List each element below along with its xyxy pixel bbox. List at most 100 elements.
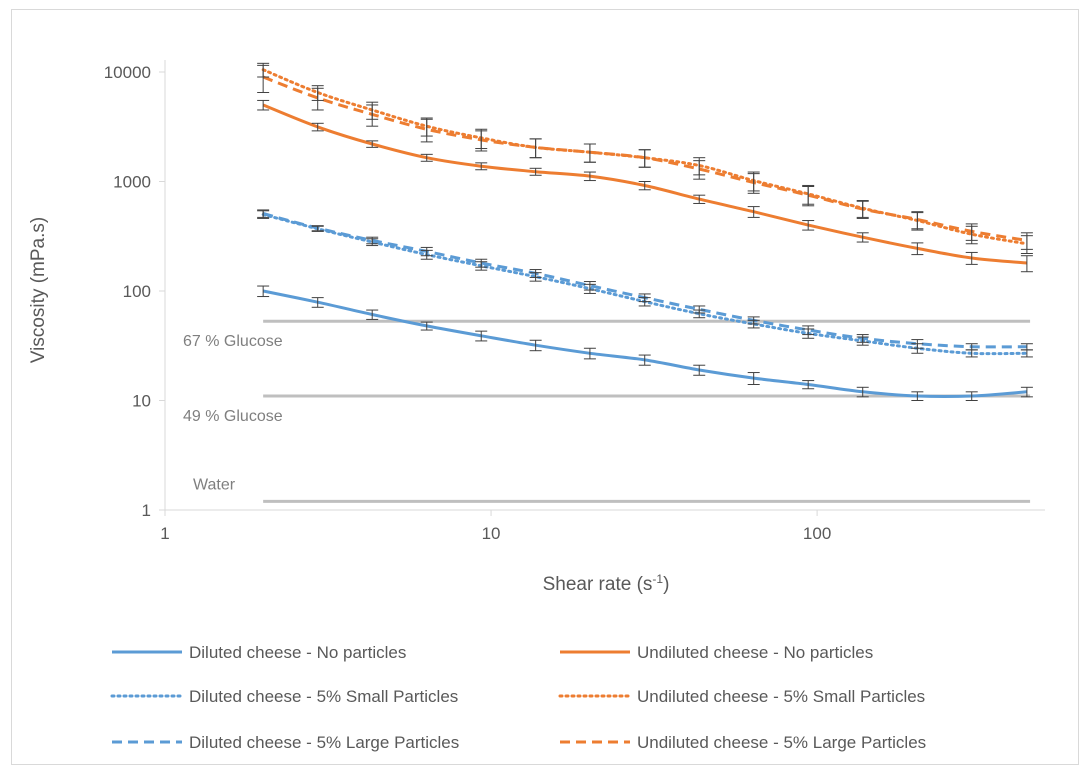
y-tick-label: 10 — [132, 392, 151, 411]
plot-area: 67 % Glucose 49 % Glucose Water — [164, 60, 1045, 511]
error-bar — [693, 160, 706, 180]
error-bar — [856, 200, 869, 219]
legend-item: Diluted cheese - 5% Large Particles — [112, 733, 459, 752]
error-bar — [257, 99, 270, 111]
legend-label: Undiluted cheese - 5% Small Particles — [637, 687, 925, 706]
chart-frame — [11, 9, 1079, 765]
error-bar — [366, 309, 379, 320]
error-bar — [911, 242, 924, 256]
error-bar — [583, 347, 596, 360]
error-bar — [475, 330, 488, 342]
x-tick-label: 1 — [160, 524, 169, 543]
error-bar — [366, 104, 379, 127]
error-bars — [257, 62, 1033, 401]
y-axis-title: Viscosity (mPa.s) — [28, 217, 49, 363]
legend-item: Diluted cheese - 5% Small Particles — [110, 687, 458, 706]
error-bar — [747, 372, 760, 385]
legend-item: Undiluted cheese - 5% Large Particles — [560, 733, 926, 752]
error-bar — [1020, 232, 1033, 250]
error-bar — [583, 171, 596, 182]
error-bar — [638, 354, 651, 366]
error-bar — [856, 386, 869, 398]
error-bar — [420, 153, 433, 162]
series-lines — [261, 68, 1029, 399]
error-bar — [965, 343, 978, 351]
legend-label: Diluted cheese - 5% Small Particles — [189, 687, 458, 706]
y-tick-label: 1000 — [113, 173, 151, 192]
legend-item: Diluted cheese - No particles — [112, 643, 406, 662]
error-bar — [638, 181, 651, 191]
y-tick-label: 1 — [142, 501, 151, 520]
x-axis-title-main: Shear rate (s — [543, 574, 653, 595]
series-line-5 — [262, 212, 1027, 349]
series-line-3 — [261, 213, 1029, 356]
error-bar — [420, 246, 433, 257]
error-bar — [747, 206, 760, 218]
error-bar — [1020, 255, 1033, 273]
legend-item: Undiluted cheese - 5% Small Particles — [558, 687, 925, 706]
error-bar — [475, 162, 488, 171]
error-bar — [311, 225, 324, 232]
legend-label: Diluted cheese - No particles — [189, 643, 406, 662]
legend-label: Diluted cheese - 5% Large Particles — [189, 733, 459, 752]
error-bar — [693, 305, 706, 314]
error-bar — [1020, 343, 1033, 351]
y-axis-ticks: 1 10 100 1000 10000 — [104, 63, 165, 520]
y-tick-label: 100 — [123, 282, 151, 301]
error-bar — [257, 64, 270, 93]
legend-item: Undiluted cheese - No particles — [560, 643, 873, 662]
error-bar — [856, 232, 869, 243]
error-bar — [257, 285, 270, 298]
error-bar — [311, 122, 324, 132]
x-axis-title-close: ) — [663, 574, 669, 595]
x-axis-title: Shear rate (s-1) — [543, 572, 670, 595]
error-bar — [475, 130, 488, 152]
legend: Diluted cheese - No particles Undiluted c… — [110, 643, 926, 752]
series-line-4 — [261, 68, 1029, 246]
error-bar — [911, 211, 924, 230]
error-bar — [420, 321, 433, 331]
x-tick-label: 10 — [482, 524, 501, 543]
error-bar — [693, 364, 706, 376]
error-bar — [529, 167, 542, 176]
reference-line-label: 67 % Glucose — [183, 333, 283, 350]
reference-line-label: Water — [193, 476, 236, 493]
error-bar — [529, 269, 542, 278]
x-axis-title-sup: -1 — [652, 572, 663, 586]
legend-label: Undiluted cheese - 5% Large Particles — [637, 733, 926, 752]
error-bar — [420, 118, 433, 143]
error-bar — [638, 293, 651, 303]
error-bar — [311, 297, 324, 308]
error-bar — [965, 391, 978, 401]
error-bar — [638, 149, 651, 168]
error-bar — [911, 339, 924, 349]
reference-lines: 67 % Glucose 49 % Glucose Water — [183, 319, 1031, 503]
error-bar — [747, 173, 760, 194]
legend-label: Undiluted cheese - No particles — [637, 643, 873, 662]
error-bar — [693, 194, 706, 204]
error-bar — [802, 186, 815, 207]
reference-line-label: 49 % Glucose — [183, 408, 283, 425]
error-bar — [856, 334, 869, 343]
y-tick-label: 10000 — [104, 63, 151, 82]
error-bar — [583, 281, 596, 291]
error-bar — [965, 251, 978, 265]
error-bar — [802, 325, 815, 336]
error-bar — [529, 138, 542, 159]
error-bar — [802, 220, 815, 231]
error-bar — [366, 236, 379, 245]
error-bar — [802, 380, 815, 390]
error-bar — [475, 258, 488, 268]
error-bar — [366, 140, 379, 148]
x-axis-ticks: 1 10 100 — [160, 510, 831, 543]
error-bar — [311, 87, 324, 111]
error-bar — [257, 209, 270, 218]
error-bar — [583, 143, 596, 163]
error-bar — [747, 316, 760, 325]
error-bar — [529, 339, 542, 352]
error-bar — [911, 391, 924, 401]
error-bar — [965, 223, 978, 241]
error-bar — [1020, 386, 1033, 398]
x-tick-label: 100 — [803, 524, 831, 543]
